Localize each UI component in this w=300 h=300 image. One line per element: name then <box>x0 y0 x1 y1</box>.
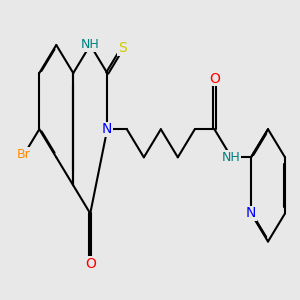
Text: N: N <box>246 206 256 220</box>
Text: N: N <box>102 122 112 136</box>
Text: O: O <box>209 72 220 86</box>
Text: O: O <box>85 257 96 271</box>
Text: NH: NH <box>81 38 100 52</box>
Text: NH: NH <box>222 151 241 164</box>
Text: Br: Br <box>17 148 31 161</box>
Text: S: S <box>118 41 127 55</box>
